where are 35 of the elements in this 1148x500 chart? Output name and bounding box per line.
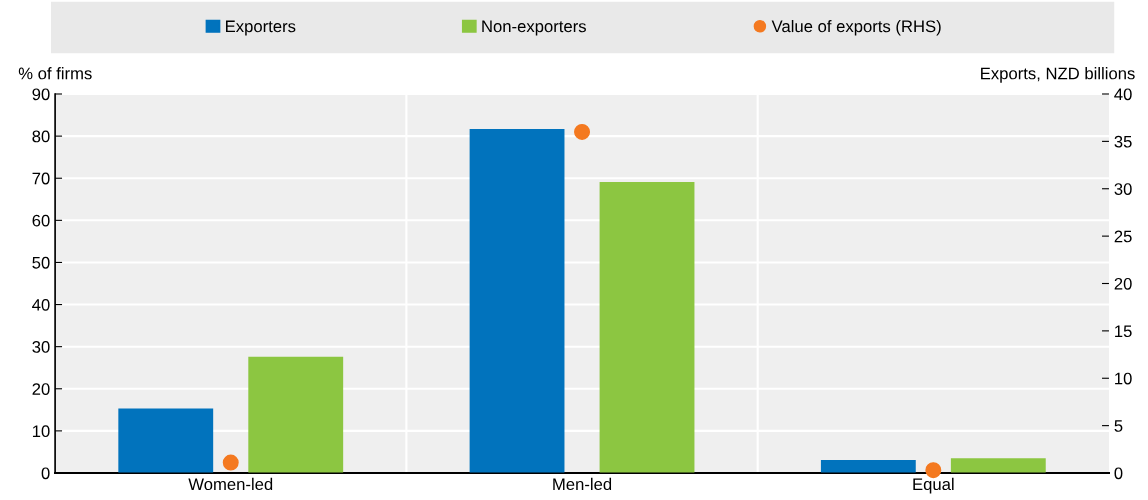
y2-tick-label: 15	[1115, 325, 1132, 338]
y-tick-label: 20	[32, 383, 50, 395]
legend-label: Exporters	[226, 20, 296, 36]
y-tick-label: 40	[32, 298, 50, 311]
bar	[118, 408, 214, 473]
bar	[820, 459, 916, 473]
y-tick-label: 0	[41, 467, 50, 480]
y-axis-title: % of firms	[18, 67, 92, 80]
y2-tick-label: 35	[1114, 135, 1132, 148]
y2-tick-label: 40	[1114, 88, 1132, 101]
x-tick-label: Men-led	[553, 477, 612, 491]
x-tick-label: Women-led	[188, 477, 273, 491]
y-tick-label: 90	[32, 88, 50, 101]
y2-axis-title: Exports, NZD billions	[981, 67, 1135, 83]
y2-tick-label: 25	[1114, 230, 1132, 243]
y-tick-label: 70	[32, 172, 50, 185]
legend-label: Non-exporters	[482, 20, 586, 36]
y2-tick-label: 5	[1114, 420, 1123, 432]
y-tick-label: 60	[32, 214, 50, 227]
legend-label: Value of exports (RHS)	[771, 20, 941, 36]
y-tick-label: 30	[32, 341, 50, 353]
y-tick-label: 80	[32, 130, 50, 143]
y-tick-label: 50	[32, 256, 50, 269]
bar	[950, 458, 1046, 473]
bar	[599, 182, 695, 473]
x-tick-label: Equal	[913, 477, 954, 494]
y2-tick-label: 30	[1114, 183, 1132, 195]
bar	[469, 128, 565, 473]
y-tick-label: 10	[32, 425, 50, 438]
point	[574, 123, 591, 140]
bar	[248, 356, 344, 473]
y2-tick-label: 20	[1114, 277, 1132, 290]
point	[222, 454, 239, 471]
y2-tick-label: 10	[1115, 372, 1132, 385]
y2-tick-label: 0	[1114, 467, 1123, 480]
